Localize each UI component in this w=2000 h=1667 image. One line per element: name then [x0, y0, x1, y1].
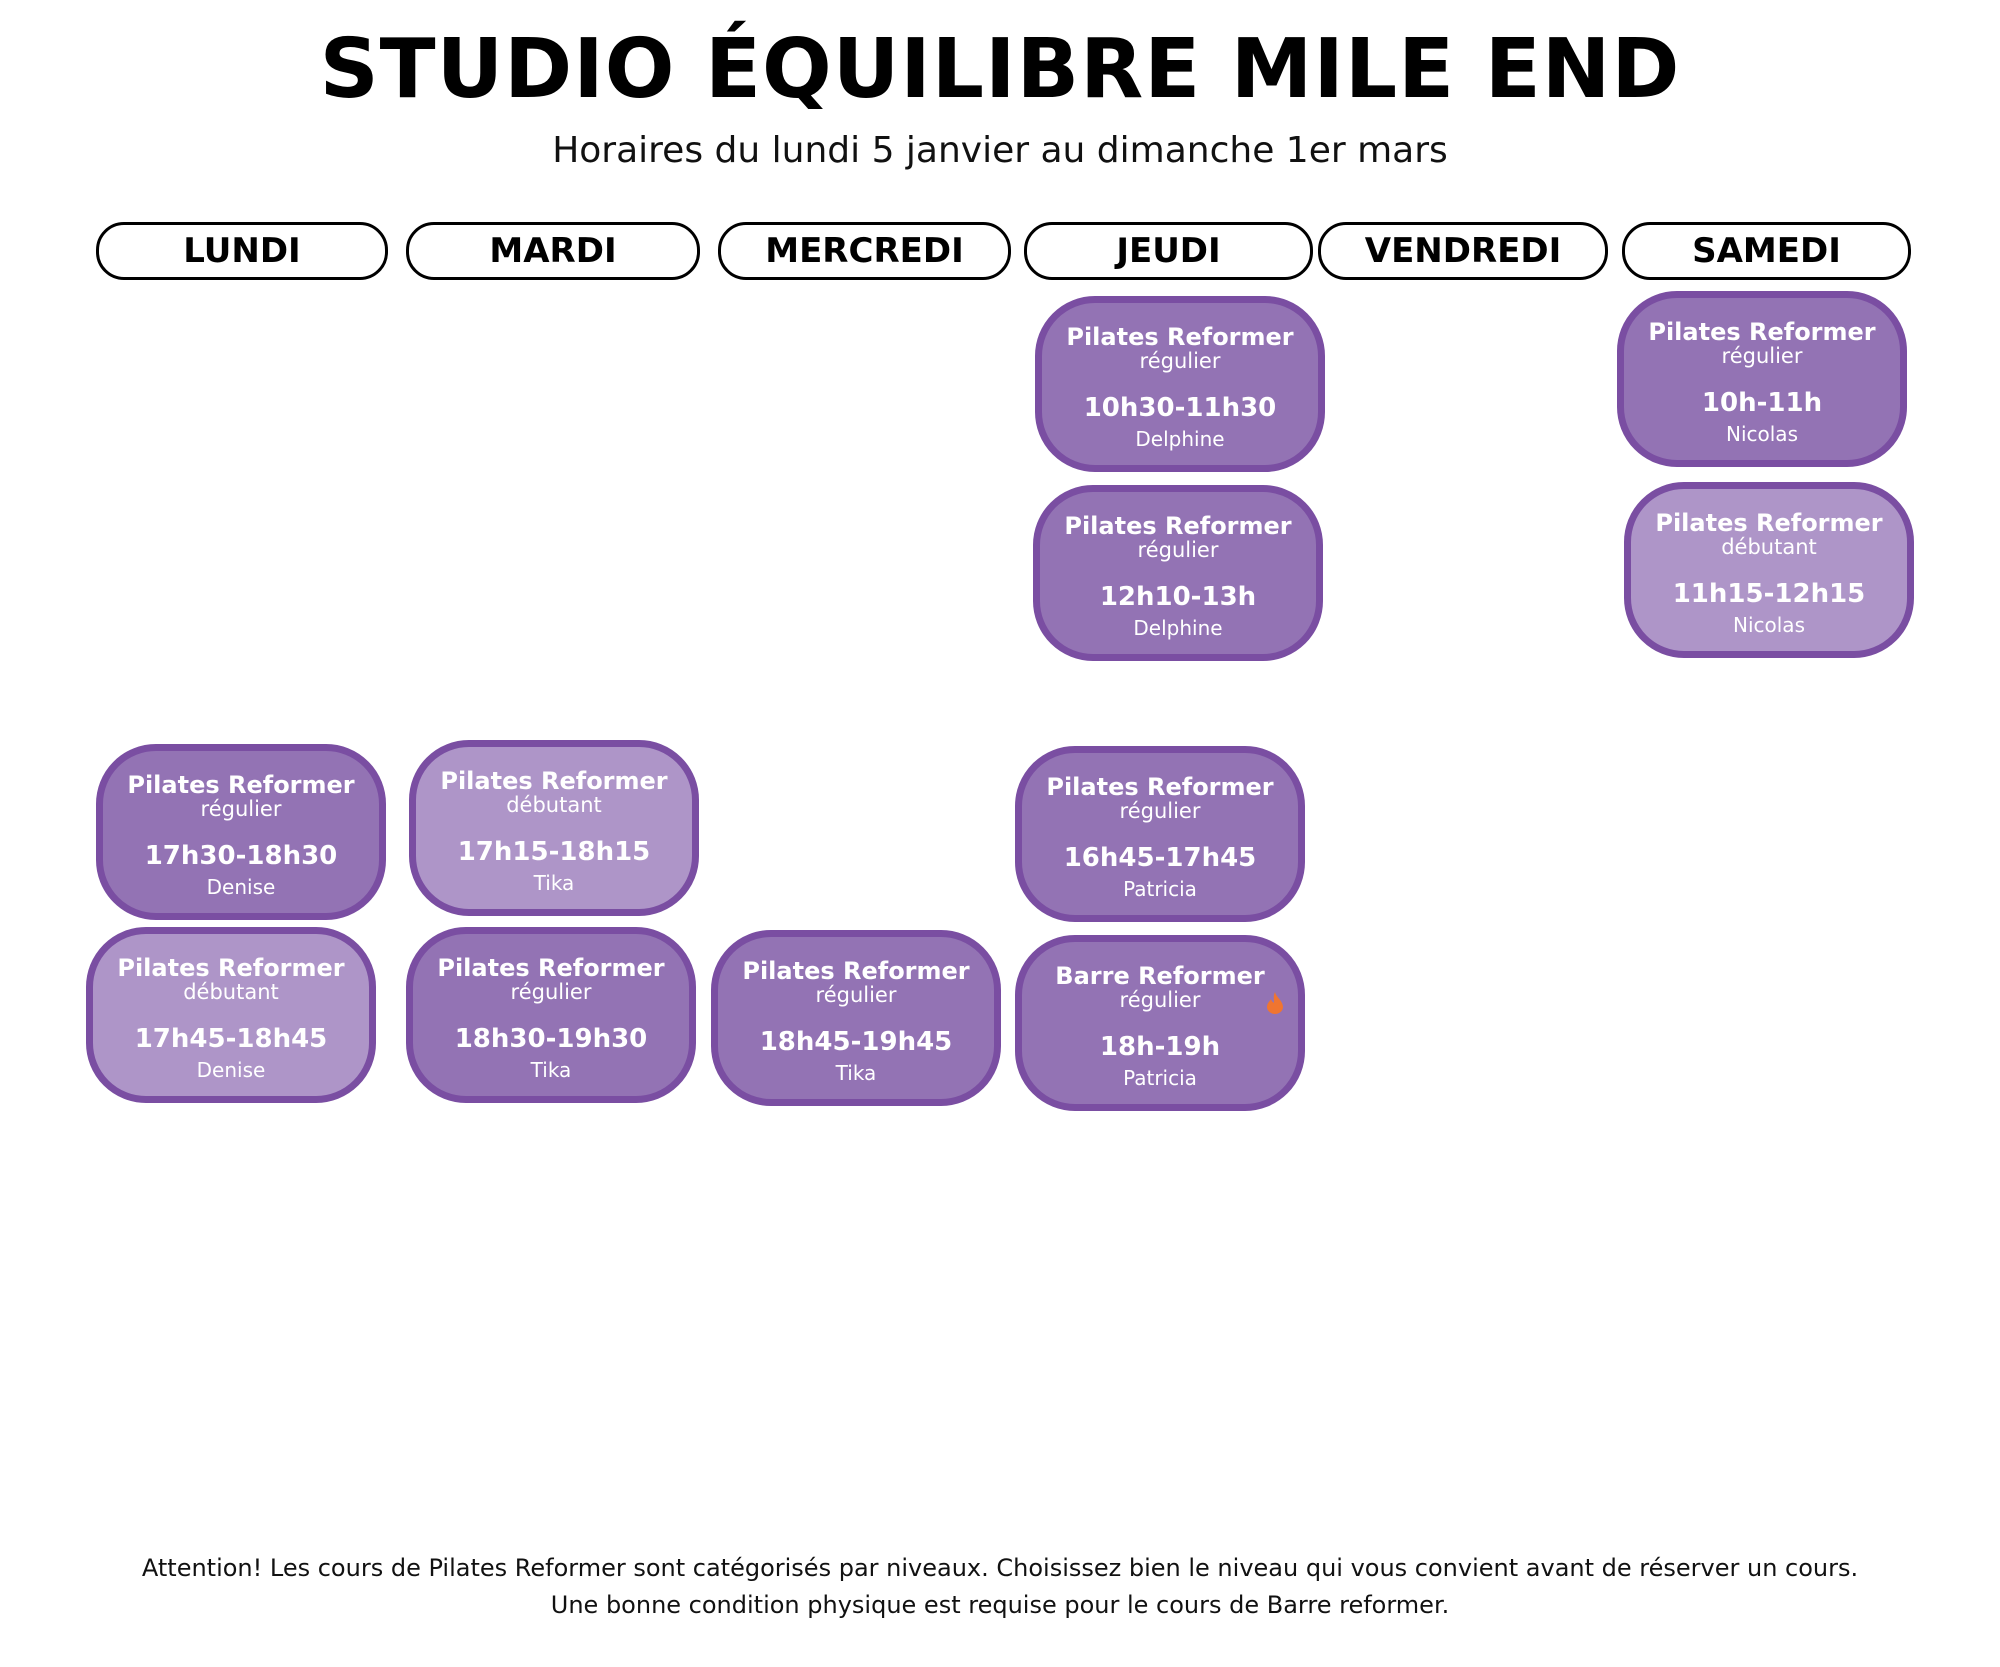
class-teacher: Tika	[835, 1061, 877, 1085]
class-card: Pilates Reformer régulier 10h-11h Nicola…	[1617, 291, 1907, 467]
class-teacher: Delphine	[1133, 616, 1223, 640]
class-card: Pilates Reformer débutant 17h15-18h15 Ti…	[409, 740, 699, 916]
class-level: débutant	[506, 793, 602, 817]
class-time: 11h15-12h15	[1672, 579, 1866, 609]
flame-icon	[1267, 992, 1283, 1014]
class-teacher: Tika	[533, 871, 575, 895]
class-title: Pilates Reformer	[1655, 509, 1883, 537]
day-header-samedi: SAMEDI	[1622, 222, 1911, 280]
class-card: Pilates Reformer régulier 18h30-19h30 Ti…	[406, 927, 696, 1103]
class-title: Pilates Reformer	[1066, 323, 1294, 351]
class-time: 18h30-19h30	[454, 1024, 648, 1054]
class-time: 17h15-18h15	[457, 837, 651, 867]
class-teacher: Denise	[206, 875, 276, 899]
footer-note-levels: Attention! Les cours de Pilates Reformer…	[141, 1554, 1859, 1582]
class-time: 10h30-11h30	[1083, 393, 1277, 423]
class-card: Barre Reformer régulier 18h-19h Patricia	[1015, 935, 1305, 1111]
class-level: débutant	[1721, 535, 1817, 559]
class-title: Pilates Reformer	[742, 957, 970, 985]
class-title: Pilates Reformer	[117, 954, 345, 982]
class-teacher: Patricia	[1123, 877, 1197, 901]
day-header-mercredi: MERCREDI	[718, 222, 1011, 280]
day-header-vendredi: VENDREDI	[1318, 222, 1608, 280]
page-subtitle: Horaires du lundi 5 janvier au dimanche …	[552, 130, 1448, 171]
class-title: Pilates Reformer	[440, 767, 668, 795]
class-teacher: Patricia	[1123, 1066, 1197, 1090]
class-card: Pilates Reformer débutant 17h45-18h45 De…	[86, 927, 376, 1103]
class-time: 18h45-19h45	[759, 1027, 953, 1057]
class-title: Pilates Reformer	[437, 954, 665, 982]
page-title: STUDIO ÉQUILIBRE MILE END	[319, 22, 1681, 117]
class-card: Pilates Reformer régulier 18h45-19h45 Ti…	[711, 930, 1001, 1106]
class-title: Barre Reformer	[1055, 962, 1265, 990]
class-level: régulier	[815, 983, 897, 1007]
class-time: 16h45-17h45	[1063, 843, 1257, 873]
class-teacher: Nicolas	[1726, 422, 1798, 446]
class-level: régulier	[200, 797, 282, 821]
class-teacher: Nicolas	[1733, 613, 1805, 637]
class-card: Pilates Reformer régulier 16h45-17h45 Pa…	[1015, 746, 1305, 922]
day-header-mardi: MARDI	[406, 222, 700, 280]
class-title: Pilates Reformer	[1046, 773, 1274, 801]
day-header-jeudi: JEUDI	[1024, 222, 1313, 280]
class-card: Pilates Reformer régulier 17h30-18h30 De…	[96, 744, 386, 920]
day-header-lundi: LUNDI	[96, 222, 388, 280]
class-card: Pilates Reformer régulier 12h10-13h Delp…	[1033, 485, 1323, 661]
class-level: régulier	[1139, 349, 1221, 373]
class-time: 12h10-13h	[1099, 582, 1257, 612]
class-level: régulier	[1119, 988, 1201, 1012]
footer-note-barre: Une bonne condition physique est requise…	[550, 1591, 1450, 1619]
class-time: 18h-19h	[1099, 1032, 1221, 1062]
class-level: régulier	[1721, 344, 1803, 368]
class-title: Pilates Reformer	[127, 771, 355, 799]
class-level: débutant	[183, 980, 279, 1004]
class-level: régulier	[1137, 538, 1219, 562]
class-teacher: Tika	[530, 1058, 572, 1082]
class-teacher: Delphine	[1135, 427, 1225, 451]
class-title: Pilates Reformer	[1064, 512, 1292, 540]
class-card: Pilates Reformer débutant 11h15-12h15 Ni…	[1624, 482, 1914, 658]
class-level: régulier	[1119, 799, 1201, 823]
class-title: Pilates Reformer	[1648, 318, 1876, 346]
class-card: Pilates Reformer régulier 10h30-11h30 De…	[1035, 296, 1325, 472]
class-level: régulier	[510, 980, 592, 1004]
class-time: 17h45-18h45	[134, 1024, 328, 1054]
class-time: 10h-11h	[1701, 388, 1823, 418]
class-time: 17h30-18h30	[144, 841, 338, 871]
class-teacher: Denise	[196, 1058, 266, 1082]
